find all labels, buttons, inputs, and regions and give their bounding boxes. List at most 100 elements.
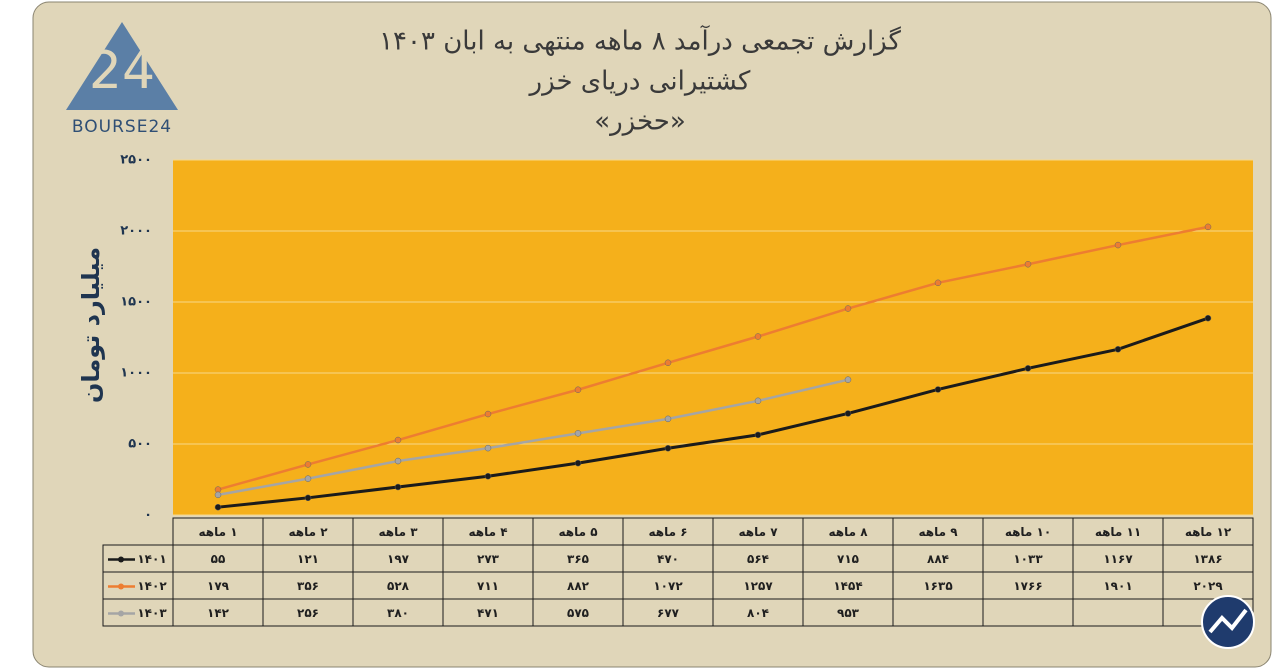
data-point [394,436,402,444]
data-point [574,386,582,394]
chart-subtitle: «حخزر» [594,107,686,137]
icon [1208,608,1248,634]
x-tick-label: ۹ ماهه [918,525,958,539]
legend-marker [118,556,124,563]
x-tick-label: ۷ ماهه [738,525,778,539]
legend-label: ۱۴۰۳ [137,606,167,620]
data-point [1204,314,1212,322]
table-value: ۲۵۶ [297,606,319,620]
table-value: ۱۹۰۱ [1103,579,1132,593]
data-point [664,445,672,452]
data-point [934,279,942,287]
y-tick-label: ۵۰۰ [128,437,152,452]
data-point [484,410,492,418]
table-value: ۸۸۲ [567,579,590,593]
legend-marker [118,610,124,617]
table-value: ۵۷۵ [567,606,589,620]
chart-subtitle: کشتیرانی دریای خزر [528,67,752,97]
table-value: ۱۴۲ [207,606,230,620]
table-value: ۵۲۸ [387,579,410,593]
x-tick-label: ۴ ماهه [468,525,507,539]
data-point [484,444,492,452]
table-value: ۹۵۳ [837,606,860,620]
y-tick-label: ۱۵۰۰ [120,295,152,310]
table-value: ۵۵ [211,552,226,566]
y-tick-label: ۰ [144,508,152,523]
x-tick-label: ۸ ماهه [828,525,868,539]
data-point [754,431,762,439]
legend-marker [118,583,124,590]
x-tick-label: ۲ ماهه [288,525,328,539]
data-point [1024,260,1032,268]
data-point [1114,241,1122,249]
table-value: ۱۷۶۶ [1013,579,1042,593]
y-tick-label: ۲۰۰۰ [120,224,152,239]
table-value: ۳۸۰ [387,606,409,620]
table-value: ۸۰۴ [747,606,769,620]
data-point [394,483,402,491]
x-tick-label: ۱۱ ماهه [1095,525,1141,539]
table-value: ۱۲۵۷ [743,579,773,593]
legend-label: ۱۴۰۲ [137,579,167,593]
data-point [754,333,762,340]
data-point [574,430,582,437]
data-point [304,461,312,468]
data-point [1114,346,1122,353]
table-value: ۴۷۰ [657,552,679,566]
x-tick-label: ۳ ماهه [378,525,418,539]
data-point [304,494,312,502]
table-value: ۱۷۹ [207,579,230,593]
table-value: ۴۷۱ [477,606,499,620]
x-tick-label: ۶ ماهه [648,525,687,539]
table-value: ۱۰۷۲ [653,579,683,593]
data-point [664,415,672,423]
data-point [394,457,402,465]
chart-title: گزارش تجمعی درآمد ۸ ماهه منتهی به ابان ۱… [379,25,901,57]
data-point [664,359,672,367]
data-point [844,376,852,383]
x-tick-label: ۱ ماهه [198,525,237,539]
series-line [217,378,849,497]
table-value: ۲۰۲۹ [1193,579,1223,593]
y-tick-label: ۱۰۰۰ [120,366,152,381]
logo-mark: 24 [89,41,155,101]
logo-triangle [66,22,178,110]
data-point [574,459,582,467]
plot-area [173,160,1253,515]
table-value: ۳۶۵ [567,552,589,566]
table-value: ۵۶۴ [747,552,769,566]
data-point [844,410,852,417]
table-value: ۷۱۵ [837,552,859,566]
y-tick-label: ۲۵۰۰ [120,153,152,168]
x-tick-label: ۱۰ ماهه [1005,525,1051,539]
data-point [1024,365,1032,372]
table-value: ۱۹۷ [387,552,410,566]
logo: 24 BOURSE24 [66,22,178,137]
logo-text: BOURSE24 [72,117,172,137]
data-point [1204,223,1212,231]
table-value: ۷۱۱ [477,579,499,593]
data-point [934,386,942,393]
table-value: ۱۶۳۵ [923,579,952,593]
data-point [304,475,312,482]
table-value: ۲۷۳ [477,552,500,566]
y-axis-label: میلیارد تومان [77,247,105,403]
table-value: ۱۲۱ [297,552,319,566]
table-value: ۶۷۷ [657,606,680,620]
table-value: ۱۳۸۶ [1193,552,1222,566]
legend-label: ۱۴۰۱ [137,552,166,566]
table-value: ۸۸۴ [927,552,949,566]
data-point [844,305,852,312]
table-value: ۱۰۳۳ [1013,552,1043,566]
series-line [217,316,1209,509]
data-point [754,397,762,405]
table-value: ۱۱۶۷ [1103,552,1133,566]
data-point [214,491,222,499]
data-point [484,472,492,480]
x-tick-label: ۵ ماهه [558,525,597,539]
series-line [217,225,1209,491]
corner-icon [1201,595,1255,649]
table-value: ۳۵۶ [297,579,319,593]
table-value: ۱۴۵۴ [833,579,862,593]
